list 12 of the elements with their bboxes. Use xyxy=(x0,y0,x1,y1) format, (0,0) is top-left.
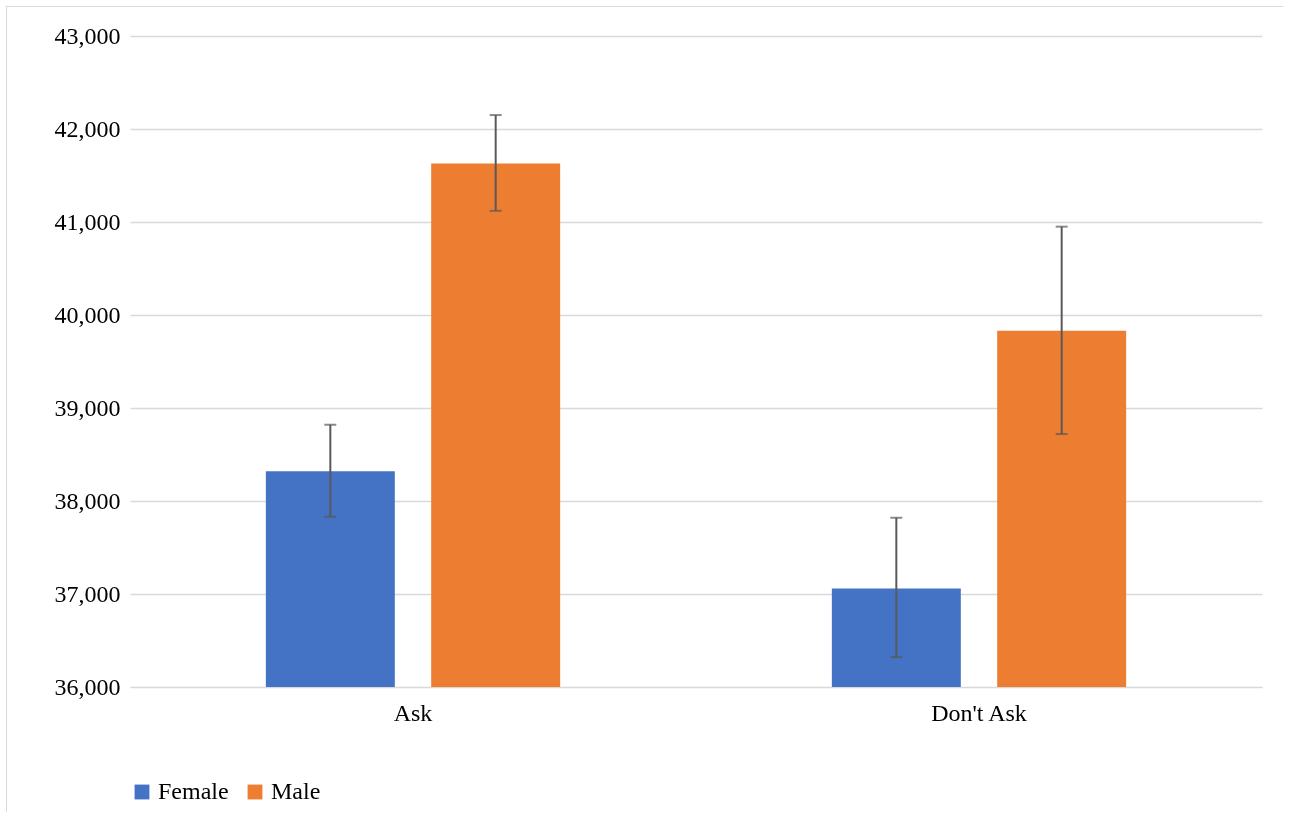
y-tick-label: 42,000 xyxy=(54,115,121,142)
y-tick-label: 39,000 xyxy=(54,394,121,421)
x-tick-label: Don't Ask xyxy=(931,699,1027,726)
y-tick-label: 37,000 xyxy=(54,580,121,607)
y-tick-label: 41,000 xyxy=(54,208,121,235)
legend-label: Female xyxy=(158,778,229,804)
y-tick-label: 36,000 xyxy=(54,673,121,700)
y-tick-label: 38,000 xyxy=(54,487,121,514)
x-tick-label: Ask xyxy=(393,699,433,726)
y-tick-label: 43,000 xyxy=(54,22,121,49)
legend-label: Male xyxy=(271,778,321,804)
y-tick-label: 40,000 xyxy=(54,301,121,328)
